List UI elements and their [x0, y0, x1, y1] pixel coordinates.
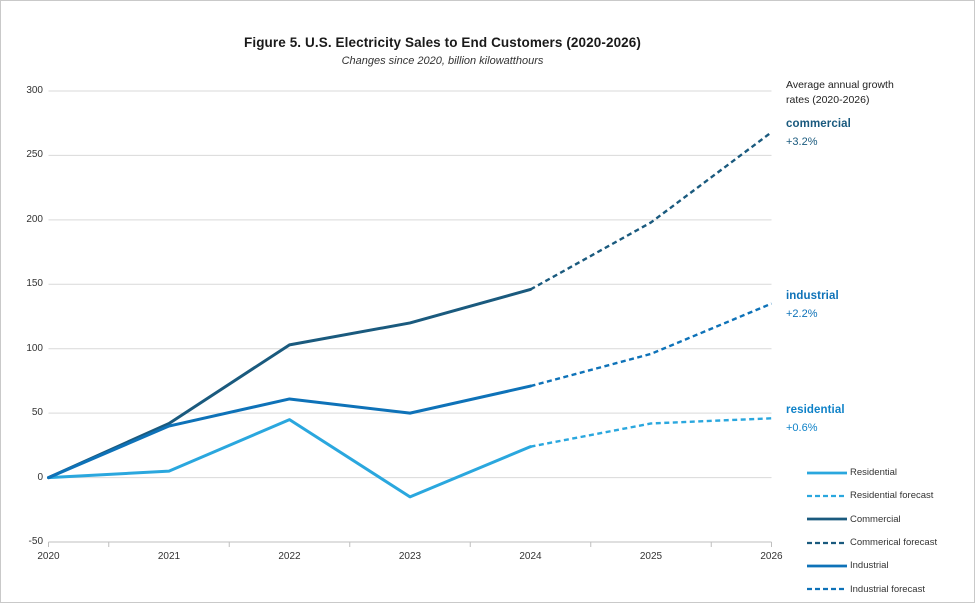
annotation-commercial-label: commercial — [786, 118, 851, 131]
series-line-residential — [47, 418, 532, 499]
annotation-commercial-rate: +3.2% — [786, 136, 818, 149]
legend-label: Residential forecast — [850, 490, 934, 502]
legend-label: Industrial forecast — [850, 583, 925, 595]
series-line-residential-forecast — [530, 417, 772, 448]
legend-label: Residential — [850, 467, 897, 479]
chart-subtitle: Changes since 2020, billion kilowatthour… — [341, 55, 544, 67]
x-tick-label-2025: 2025 — [639, 551, 663, 562]
legend-item-commercial: Commercial — [807, 508, 972, 531]
y-tick-label-0: 0 — [37, 471, 43, 483]
legend: Residential Residential forecast Commercia… — [807, 461, 972, 601]
annotation-residential: residential +0.6% — [786, 404, 936, 434]
legend-swatch-dashed — [807, 494, 847, 498]
legend-swatch-solid — [807, 471, 847, 475]
x-tick-label-2024: 2024 — [519, 551, 542, 562]
legend-label: Commercial — [850, 513, 901, 525]
legend-swatch-dashed — [807, 588, 847, 591]
x-tick-label-2020: 2020 — [37, 551, 60, 562]
x-tick-label-2023: 2023 — [398, 551, 422, 562]
legend-swatch-solid — [807, 564, 847, 568]
y-tick-label--50: -50 — [28, 536, 43, 547]
legend-item-commerical-forecast: Commerical forecast — [807, 531, 972, 554]
legend-item-industrial: Industrial — [807, 554, 972, 577]
legend-swatch-dashed — [807, 541, 847, 544]
annotation-residential-label: residential — [786, 404, 845, 417]
growth-note-label: Average annual growth rates (2020-2026) — [786, 79, 894, 107]
y-tick-label-50: 50 — [31, 407, 43, 419]
y-tick-label-250: 250 — [26, 149, 43, 161]
chart-title: Figure 5. U.S. Electricity Sales to End … — [244, 35, 641, 50]
y-tick-label-150: 150 — [26, 278, 43, 290]
legend-item-industrial-forecast: Industrial forecast — [807, 577, 972, 600]
legend-item-residential-forecast: Residential forecast — [807, 484, 972, 507]
annotation-residential-rate: +0.6% — [786, 422, 818, 435]
annotation-industrial: industrial +2.2% — [786, 290, 936, 320]
legend-swatch-solid — [807, 517, 847, 521]
series-line-industrial-forecast — [530, 302, 772, 388]
legend-label: Industrial — [850, 560, 889, 572]
annotation-commercial: commercial +3.2% — [786, 118, 936, 148]
x-tick-label-2021: 2021 — [157, 551, 181, 562]
legend-label: Commerical forecast — [850, 537, 938, 549]
series-line-commercial — [47, 287, 532, 480]
y-tick-label-200: 200 — [26, 213, 43, 225]
y-tick-label-100: 100 — [26, 342, 43, 354]
series-line-commerical-forecast — [529, 131, 773, 291]
annotation-industrial-rate: +2.2% — [786, 307, 818, 320]
y-tick-label-300: 300 — [26, 85, 43, 96]
series-line-industrial — [47, 384, 532, 480]
x-tick-label-2026: 2026 — [760, 551, 783, 562]
legend-item-residential: Residential — [807, 461, 972, 484]
annotation-industrial-label: industrial — [786, 289, 839, 302]
x-tick-label-2022: 2022 — [278, 551, 301, 562]
